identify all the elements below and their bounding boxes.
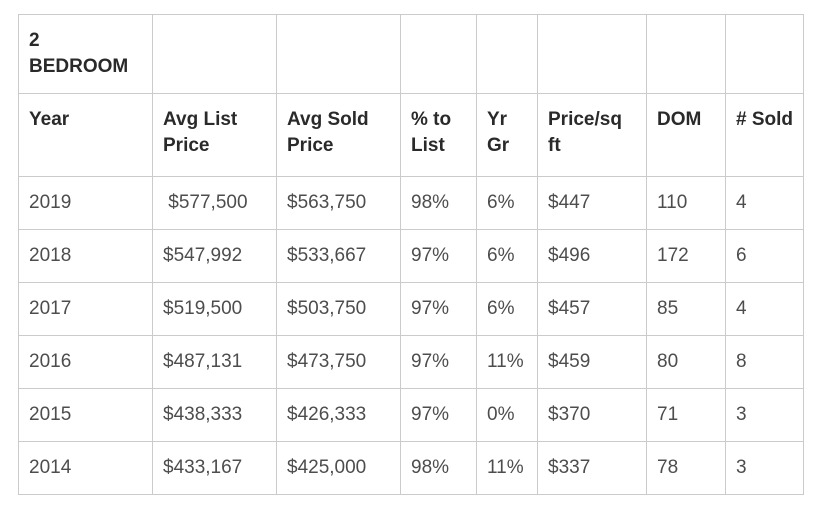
cell-dom: 172 <box>646 229 726 283</box>
cell-pct-to-list: 97% <box>400 335 477 389</box>
cell-avg-list-price: $577,500 <box>152 176 277 230</box>
title-empty-cell <box>476 14 538 94</box>
cell-dom: 80 <box>646 335 726 389</box>
col-header-year: Year <box>18 93 153 177</box>
cell-avg-list-price: $438,333 <box>152 388 277 442</box>
cell-avg-sold-price: $473,750 <box>276 335 401 389</box>
cell-yr-gr: 11% <box>476 335 538 389</box>
cell-year: 2018 <box>18 229 153 283</box>
cell-avg-list-price: $519,500 <box>152 282 277 336</box>
col-header-num-sold: # Sold <box>725 93 804 177</box>
table-row: 2014 $433,167 $425,000 98% 11% $337 78 3 <box>18 441 804 495</box>
cell-pct-to-list: 98% <box>400 441 477 495</box>
cell-pct-to-list: 98% <box>400 176 477 230</box>
cell-avg-sold-price: $426,333 <box>276 388 401 442</box>
col-header-price-per-sqft: Price/sq ft <box>537 93 647 177</box>
cell-avg-sold-price: $533,667 <box>276 229 401 283</box>
table-row: 2017 $519,500 $503,750 97% 6% $457 85 4 <box>18 282 804 336</box>
title-empty-cell <box>725 14 804 94</box>
cell-year: 2019 <box>18 176 153 230</box>
col-header-pct-to-list: % to List <box>400 93 477 177</box>
col-header-avg-sold-price: Avg Sold Price <box>276 93 401 177</box>
cell-year: 2015 <box>18 388 153 442</box>
table-row: 2016 $487,131 $473,750 97% 11% $459 80 8 <box>18 335 804 389</box>
cell-num-sold: 4 <box>725 176 804 230</box>
col-header-yr-gr: Yr Gr <box>476 93 538 177</box>
cell-dom: 71 <box>646 388 726 442</box>
cell-num-sold: 4 <box>725 282 804 336</box>
cell-avg-list-price: $487,131 <box>152 335 277 389</box>
cell-price-per-sqft: $496 <box>537 229 647 283</box>
cell-dom: 78 <box>646 441 726 495</box>
cell-price-per-sqft: $370 <box>537 388 647 442</box>
cell-price-per-sqft: $459 <box>537 335 647 389</box>
table-title: 2 BEDROOM <box>18 14 153 94</box>
cell-yr-gr: 11% <box>476 441 538 495</box>
title-empty-cell <box>152 14 277 94</box>
cell-pct-to-list: 97% <box>400 282 477 336</box>
cell-year: 2016 <box>18 335 153 389</box>
cell-avg-sold-price: $425,000 <box>276 441 401 495</box>
col-header-dom: DOM <box>646 93 726 177</box>
title-empty-cell <box>276 14 401 94</box>
cell-avg-sold-price: $503,750 <box>276 282 401 336</box>
title-empty-cell <box>646 14 726 94</box>
title-empty-cell <box>400 14 477 94</box>
col-header-avg-list-price: Avg List Price <box>152 93 277 177</box>
cell-yr-gr: 0% <box>476 388 538 442</box>
cell-dom: 85 <box>646 282 726 336</box>
cell-num-sold: 8 <box>725 335 804 389</box>
cell-num-sold: 3 <box>725 441 804 495</box>
title-empty-cell <box>537 14 647 94</box>
cell-year: 2014 <box>18 441 153 495</box>
cell-price-per-sqft: $457 <box>537 282 647 336</box>
cell-pct-to-list: 97% <box>400 388 477 442</box>
cell-yr-gr: 6% <box>476 176 538 230</box>
cell-num-sold: 3 <box>725 388 804 442</box>
cell-yr-gr: 6% <box>476 282 538 336</box>
cell-pct-to-list: 97% <box>400 229 477 283</box>
cell-yr-gr: 6% <box>476 229 538 283</box>
cell-avg-list-price: $547,992 <box>152 229 277 283</box>
table-title-row: 2 BEDROOM <box>18 14 804 94</box>
table-header-row: Year Avg List Price Avg Sold Price % to … <box>18 93 804 177</box>
table-row: 2019 $577,500 $563,750 98% 6% $447 110 4 <box>18 176 804 230</box>
cell-year: 2017 <box>18 282 153 336</box>
cell-avg-list-price: $433,167 <box>152 441 277 495</box>
bedroom-stats-table: 2 BEDROOM Year Avg List Price Avg Sold P… <box>18 14 804 495</box>
cell-num-sold: 6 <box>725 229 804 283</box>
cell-price-per-sqft: $337 <box>537 441 647 495</box>
cell-dom: 110 <box>646 176 726 230</box>
table-row: 2018 $547,992 $533,667 97% 6% $496 172 6 <box>18 229 804 283</box>
cell-avg-sold-price: $563,750 <box>276 176 401 230</box>
table-row: 2015 $438,333 $426,333 97% 0% $370 71 3 <box>18 388 804 442</box>
cell-price-per-sqft: $447 <box>537 176 647 230</box>
